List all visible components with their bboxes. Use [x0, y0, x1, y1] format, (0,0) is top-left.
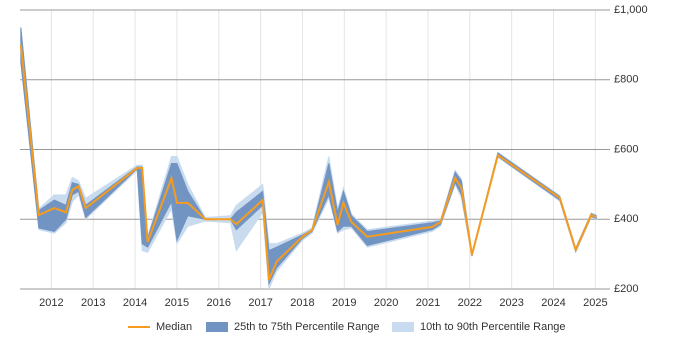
- y-tick-label: £800: [614, 74, 638, 86]
- x-tick-label: 2015: [165, 297, 189, 309]
- percentile-band: [20, 27, 597, 286]
- x-tick-label: 2022: [458, 297, 482, 309]
- x-tick-label: 2020: [374, 297, 398, 309]
- x-tick-label: 2014: [123, 297, 147, 309]
- legend-label: 25th to 75th Percentile Range: [234, 321, 380, 333]
- x-tick-label: 2016: [207, 297, 231, 309]
- x-tick-label: 2012: [39, 297, 63, 309]
- percentile-band: [20, 27, 597, 290]
- y-tick-label: £200: [614, 283, 638, 295]
- legend-swatch: [392, 322, 414, 332]
- y-tick-label: £1,000: [614, 4, 648, 16]
- x-tick-label: 2023: [499, 297, 523, 309]
- legend-label: Median: [156, 321, 192, 333]
- x-tick-label: 2019: [332, 297, 356, 309]
- y-tick-label: £400: [614, 213, 638, 225]
- x-tick-label: 2017: [248, 297, 272, 309]
- x-tick-label: 2025: [583, 297, 607, 309]
- x-tick-label: 2018: [290, 297, 314, 309]
- x-tick-label: 2024: [541, 297, 565, 309]
- x-tick-label: 2013: [81, 297, 105, 309]
- legend-label: 10th to 90th Percentile Range: [420, 321, 566, 333]
- y-tick-label: £600: [614, 143, 638, 155]
- median-line: [19, 44, 597, 281]
- legend-swatch: [206, 322, 228, 332]
- x-tick-label: 2021: [416, 297, 440, 309]
